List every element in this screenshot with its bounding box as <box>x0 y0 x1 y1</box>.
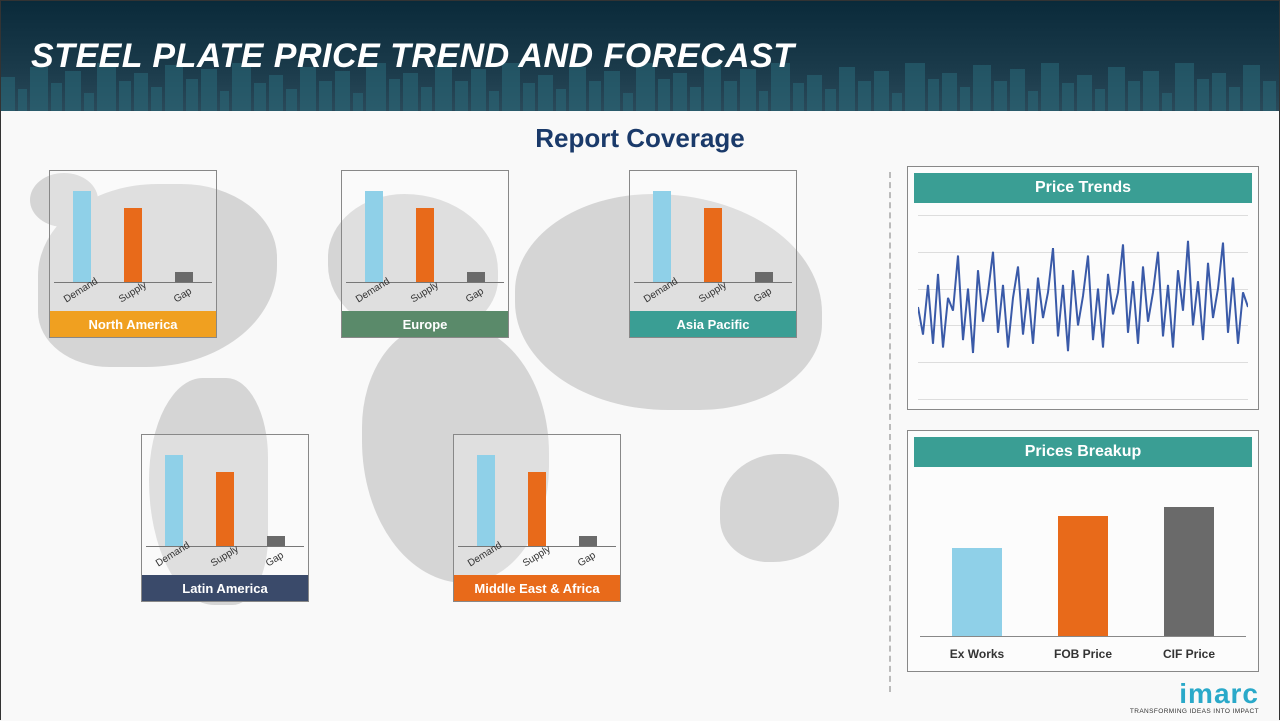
prices-breakup-chart: Ex Works FOB Price CIF Price <box>908 473 1258 671</box>
trend-line <box>918 241 1248 353</box>
report-coverage-title: Report Coverage <box>1 111 1279 162</box>
prices-breakup-panel: Prices Breakup Ex Works FOB Price CIF Pric… <box>907 430 1259 672</box>
region-bar <box>216 472 234 547</box>
breakup-label: Ex Works <box>937 647 1017 661</box>
map-column: DemandSupplyGap North America DemandSupp… <box>21 162 873 702</box>
vertical-divider <box>889 172 891 692</box>
region-bar <box>124 208 142 283</box>
region-name-banner: Asia Pacific <box>630 311 796 337</box>
region-name-banner: Europe <box>342 311 508 337</box>
price-trends-chart <box>908 209 1258 409</box>
region-name-banner: North America <box>50 311 216 337</box>
region-card: DemandSupplyGap Europe <box>341 170 509 338</box>
region-mini-chart: DemandSupplyGap <box>50 171 216 311</box>
page-title: STEEL PLATE PRICE TREND AND FORECAST <box>31 37 795 76</box>
region-card: DemandSupplyGap Latin America <box>141 434 309 602</box>
region-bar <box>477 455 495 547</box>
region-mini-chart: DemandSupplyGap <box>630 171 796 311</box>
region-bar <box>528 472 546 547</box>
region-card: DemandSupplyGap North America <box>49 170 217 338</box>
logo-tagline: TRANSFORMING IDEAS INTO IMPACT <box>1130 708 1259 715</box>
region-mini-chart: DemandSupplyGap <box>454 435 620 575</box>
region-bar <box>704 208 722 283</box>
logo-text: imarc <box>1130 680 1259 708</box>
breakup-label: CIF Price <box>1149 647 1229 661</box>
region-bar <box>365 191 383 283</box>
breakup-bar <box>952 548 1002 637</box>
region-mini-chart: DemandSupplyGap <box>142 435 308 575</box>
region-mini-chart: DemandSupplyGap <box>342 171 508 311</box>
region-card: DemandSupplyGap Middle East & Africa <box>453 434 621 602</box>
prices-breakup-title: Prices Breakup <box>914 437 1252 467</box>
breakup-bar <box>1058 516 1108 637</box>
region-bar <box>165 455 183 547</box>
header-banner: STEEL PLATE PRICE TREND AND FORECAST <box>1 1 1279 111</box>
region-bar <box>653 191 671 283</box>
region-name-banner: Middle East & Africa <box>454 575 620 601</box>
price-trends-panel: Price Trends <box>907 166 1259 410</box>
price-trends-title: Price Trends <box>914 173 1252 203</box>
breakup-bar <box>1164 507 1214 637</box>
brand-logo: imarc TRANSFORMING IDEAS INTO IMPACT <box>1130 680 1259 715</box>
region-bar <box>73 191 91 283</box>
region-name-banner: Latin America <box>142 575 308 601</box>
region-bar <box>416 208 434 283</box>
breakup-label: FOB Price <box>1043 647 1123 661</box>
side-column: Price Trends Prices Breakup Ex Works FOB … <box>907 162 1259 702</box>
region-card: DemandSupplyGap Asia Pacific <box>629 170 797 338</box>
